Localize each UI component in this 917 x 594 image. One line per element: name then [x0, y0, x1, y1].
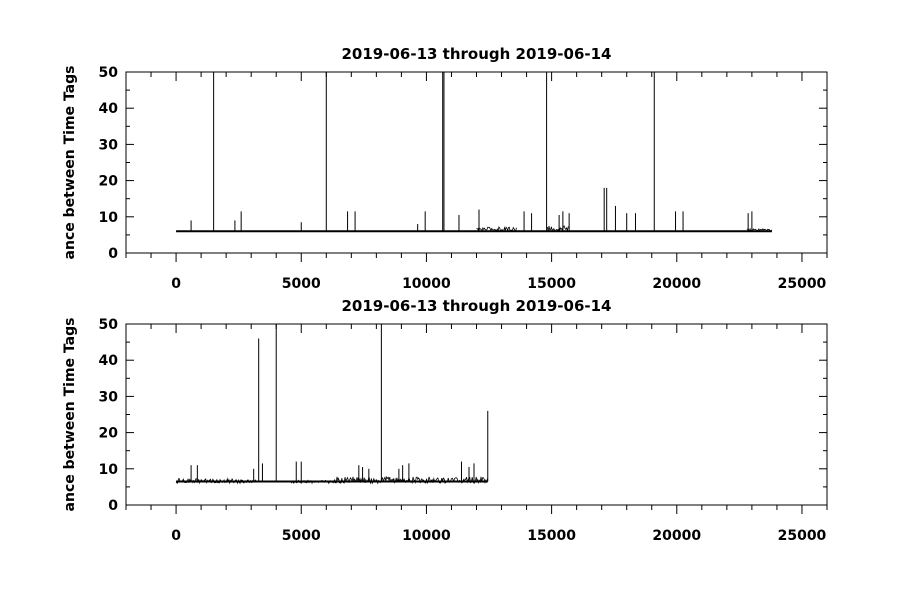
y-tick-label: 50 [99, 65, 119, 81]
plot-area [175, 324, 489, 485]
chart-title: 2019-06-13 through 2019-06-14 [342, 45, 612, 63]
y-tick-label: 20 [99, 174, 119, 190]
y-tick-label: 10 [99, 210, 119, 226]
y-tick-label: 30 [99, 137, 119, 153]
x-tick-label: 0 [171, 528, 181, 544]
y-tick-label: 40 [99, 353, 119, 369]
x-tick-label: 20000 [652, 276, 701, 292]
series-0 [175, 324, 489, 485]
x-tick-label: 20000 [652, 528, 701, 544]
series-0 [176, 72, 772, 233]
series-noise-segment [476, 226, 517, 233]
chart-top: 2019-06-13 through 2019-06-14 ance betwee… [62, 45, 828, 292]
chart-bottom: 2019-06-13 through 2019-06-14 ance betwee… [62, 297, 828, 544]
y-tick-label: 40 [99, 101, 119, 117]
y-tick-label: 10 [99, 462, 119, 478]
y-tick-label: 30 [99, 389, 119, 405]
series-noise-segment [746, 227, 772, 233]
series-noise-segment [233, 478, 257, 485]
x-tick-label: 15000 [527, 276, 576, 292]
series-noise-segment [546, 225, 570, 232]
y-axis-label: ance between Time Tags [62, 66, 78, 260]
y-tick-label: 50 [99, 317, 119, 333]
y-tick-label: 0 [108, 498, 118, 514]
x-tick-label: 5000 [282, 528, 321, 544]
chart-title: 2019-06-13 through 2019-06-14 [342, 297, 612, 315]
x-tick-label: 25000 [778, 528, 827, 544]
plot-frame [125, 71, 828, 254]
x-tick-label: 0 [171, 276, 181, 292]
series-noise-segment [333, 476, 488, 485]
x-tick-label: 15000 [527, 528, 576, 544]
x-tick-label: 5000 [282, 276, 321, 292]
plot-area [176, 72, 772, 233]
x-tick-label: 10000 [402, 528, 451, 544]
series-noise-segment [175, 477, 234, 485]
x-tick-label: 25000 [778, 276, 827, 292]
y-tick-label: 20 [99, 426, 119, 442]
y-tick-label: 0 [108, 246, 118, 262]
series-noise-segment [290, 479, 334, 485]
y-axis-label: ance between Time Tags [62, 318, 78, 512]
x-tick-label: 10000 [402, 276, 451, 292]
